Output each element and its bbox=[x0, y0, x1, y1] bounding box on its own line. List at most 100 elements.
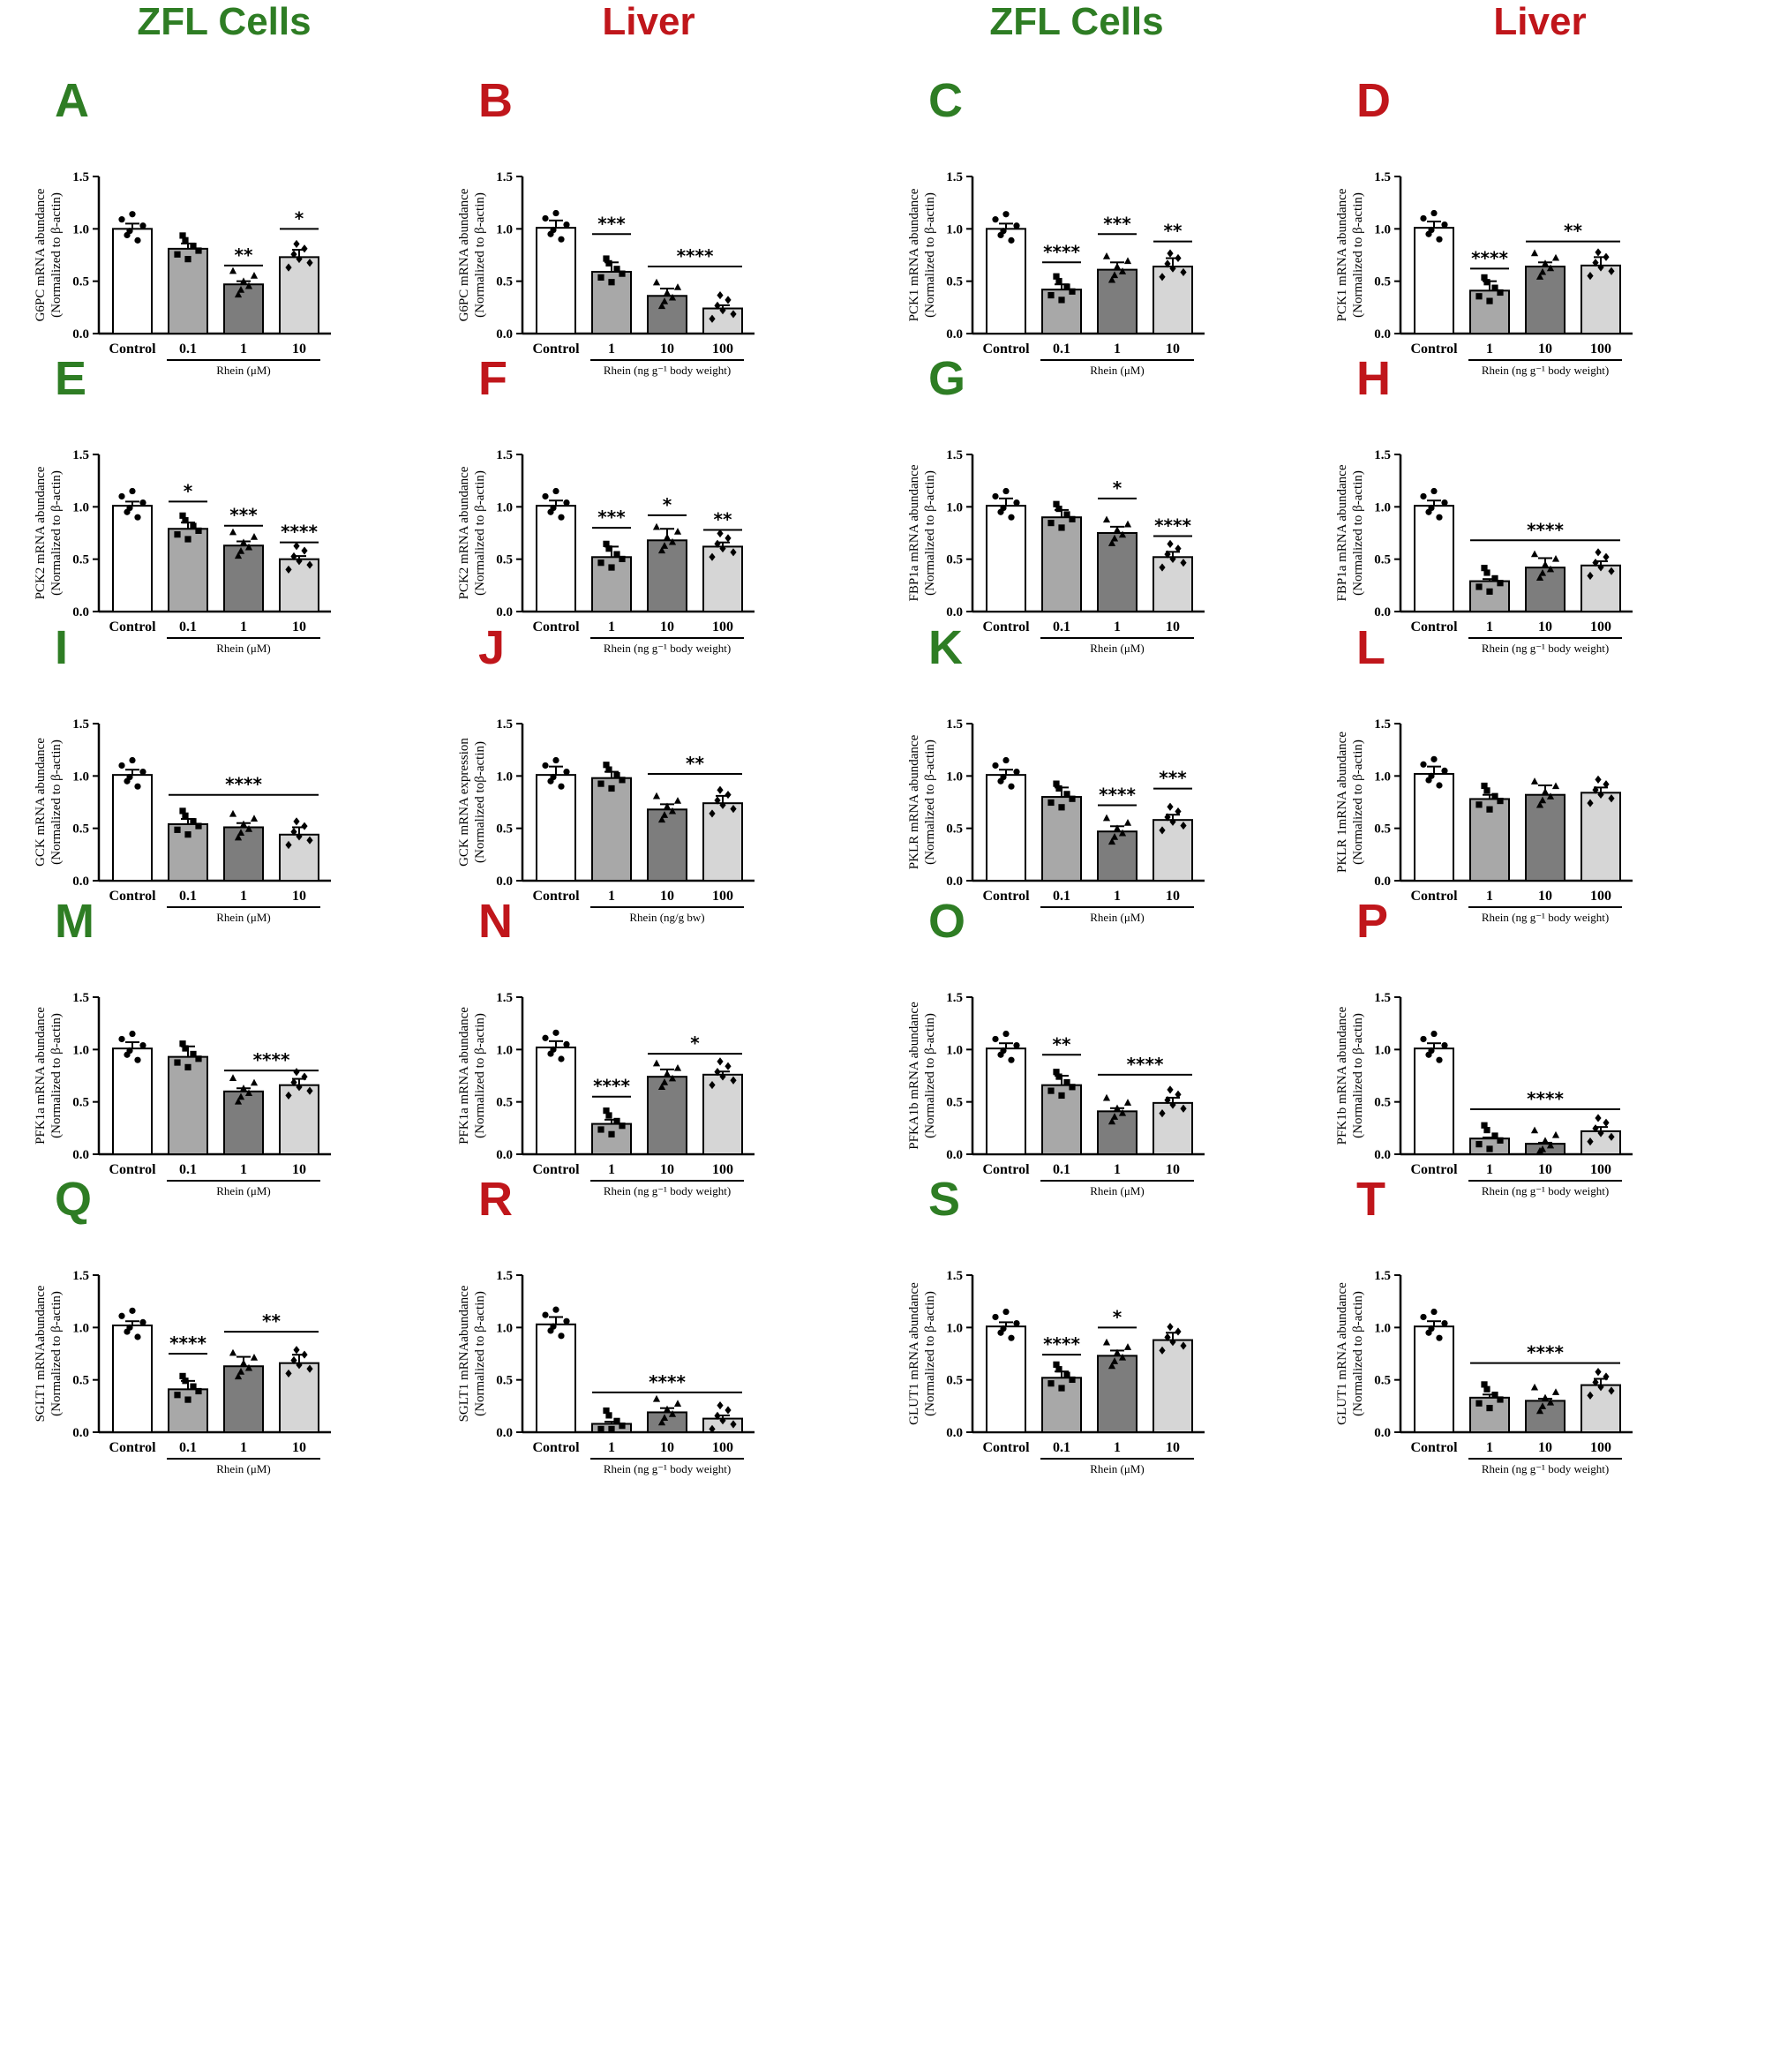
data-point bbox=[613, 551, 620, 558]
data-point bbox=[239, 820, 248, 828]
y-axis-label: SGLT1 mRNAabundance bbox=[457, 1285, 471, 1422]
y-tick-label: 0.5 bbox=[72, 275, 89, 289]
x-category-label: 10 bbox=[1166, 1440, 1180, 1455]
data-point bbox=[1430, 1308, 1438, 1316]
panel-letter: J bbox=[478, 621, 505, 674]
data-point bbox=[1123, 819, 1132, 826]
data-point bbox=[717, 1401, 724, 1410]
data-point bbox=[1483, 569, 1490, 576]
data-point bbox=[234, 833, 243, 841]
data-point bbox=[550, 1323, 557, 1330]
data-point bbox=[605, 766, 612, 773]
x-category-label: 1 bbox=[1114, 1440, 1121, 1455]
chart-panel-k: K 0.0 0.5 1.0 1.5 PKLR mRNA abundance (Normali… bbox=[891, 618, 1333, 1032]
data-point bbox=[1541, 560, 1550, 568]
data-point bbox=[1063, 791, 1070, 798]
bar-1 bbox=[1097, 268, 1138, 334]
x-category-label: Control bbox=[982, 342, 1030, 357]
data-point bbox=[1055, 1366, 1062, 1373]
data-point bbox=[1481, 274, 1488, 281]
column-header-1: ZFL Cells bbox=[137, 0, 312, 43]
data-point bbox=[725, 534, 732, 543]
data-point bbox=[1486, 1404, 1493, 1412]
data-point bbox=[663, 1070, 672, 1077]
panel-letter: F bbox=[478, 352, 507, 405]
data-point bbox=[195, 822, 202, 830]
x-category-label: Control bbox=[982, 1440, 1030, 1455]
data-point bbox=[244, 1363, 253, 1371]
data-point bbox=[552, 1029, 559, 1036]
data-point bbox=[239, 277, 248, 285]
significance-stars: **** bbox=[253, 1049, 290, 1070]
data-point bbox=[550, 504, 557, 512]
data-point bbox=[1055, 277, 1062, 285]
data-point bbox=[179, 232, 186, 239]
chart-panel-m: M 0.0 0.5 1.0 1.5 PFK1a mRNA abundance (Normal… bbox=[18, 891, 459, 1306]
y-tick-label: 1.5 bbox=[1374, 1269, 1391, 1283]
data-point bbox=[237, 547, 245, 554]
data-point bbox=[229, 1074, 237, 1081]
chart-panel-d: D 0.0 0.5 1.0 1.5 PCK1 mRNA abundance (Normali… bbox=[1319, 71, 1761, 485]
data-point bbox=[1546, 1141, 1555, 1149]
y-tick-label: 0.5 bbox=[946, 1096, 963, 1110]
bar-Control bbox=[536, 1323, 576, 1433]
data-point bbox=[1167, 802, 1174, 811]
x-category-label: 1 bbox=[1486, 1162, 1493, 1177]
x-category-label: 1 bbox=[1486, 619, 1493, 634]
data-point bbox=[657, 1418, 666, 1426]
y-tick-label: 1.0 bbox=[496, 769, 513, 784]
data-point bbox=[1603, 552, 1610, 561]
data-point bbox=[1486, 806, 1493, 813]
data-point bbox=[1047, 520, 1055, 527]
bar-chart-k: K 0.0 0.5 1.0 1.5 PKLR mRNA abundance (Normali… bbox=[907, 621, 1205, 924]
data-point bbox=[1497, 580, 1504, 587]
y-tick-label: 1.5 bbox=[496, 991, 513, 1005]
y-tick-label: 0.0 bbox=[72, 1426, 89, 1440]
data-point bbox=[229, 528, 237, 536]
bar-Control bbox=[112, 774, 153, 882]
y-axis-label-unit: (Normalized to β-actin) bbox=[923, 470, 937, 596]
treatment-group-label: Rhein (ng g⁻¹ body weight) bbox=[1482, 364, 1609, 377]
y-axis-label-unit: (Normalized to β-actin) bbox=[1351, 1291, 1365, 1416]
data-point bbox=[179, 512, 186, 519]
data-point bbox=[301, 244, 308, 253]
data-point bbox=[1002, 487, 1010, 495]
data-point bbox=[1053, 780, 1060, 787]
bar-Control bbox=[536, 1046, 576, 1156]
bar-Control bbox=[536, 505, 576, 612]
data-point bbox=[301, 1350, 308, 1359]
data-point bbox=[182, 1378, 189, 1385]
x-category-label: 100 bbox=[1590, 619, 1611, 634]
y-tick-label: 1.5 bbox=[72, 991, 89, 1005]
data-point bbox=[1118, 1353, 1127, 1361]
bar-Control bbox=[536, 774, 576, 882]
data-point bbox=[1102, 252, 1111, 259]
data-point bbox=[550, 773, 557, 781]
data-point bbox=[306, 1086, 313, 1095]
data-point bbox=[1047, 291, 1055, 299]
bar-Control bbox=[112, 1324, 153, 1434]
data-point bbox=[1013, 1319, 1020, 1327]
data-point bbox=[1430, 1030, 1438, 1038]
y-tick-label: 1.5 bbox=[1374, 170, 1391, 184]
x-category-label: Control bbox=[982, 1162, 1030, 1177]
y-tick-label: 1.5 bbox=[1374, 448, 1391, 462]
treatment-group-label: Rhein (μM) bbox=[216, 1462, 271, 1475]
bar-10 bbox=[279, 1362, 319, 1433]
data-point bbox=[182, 1045, 189, 1052]
data-point bbox=[613, 771, 620, 779]
bar-10 bbox=[1525, 793, 1566, 882]
data-point bbox=[603, 762, 610, 769]
data-point bbox=[296, 832, 303, 841]
y-tick-label: 0.5 bbox=[496, 1374, 513, 1388]
y-tick-label: 0.0 bbox=[1374, 1148, 1391, 1162]
bar-10 bbox=[279, 558, 319, 613]
data-point bbox=[714, 301, 721, 310]
x-category-label: Control bbox=[532, 1440, 580, 1455]
panel-letter: B bbox=[478, 74, 513, 127]
y-tick-label: 1.0 bbox=[1374, 222, 1391, 236]
x-category-label: 100 bbox=[1590, 1440, 1611, 1455]
data-point bbox=[1175, 253, 1182, 263]
data-point bbox=[657, 546, 666, 554]
data-point bbox=[1013, 768, 1020, 776]
